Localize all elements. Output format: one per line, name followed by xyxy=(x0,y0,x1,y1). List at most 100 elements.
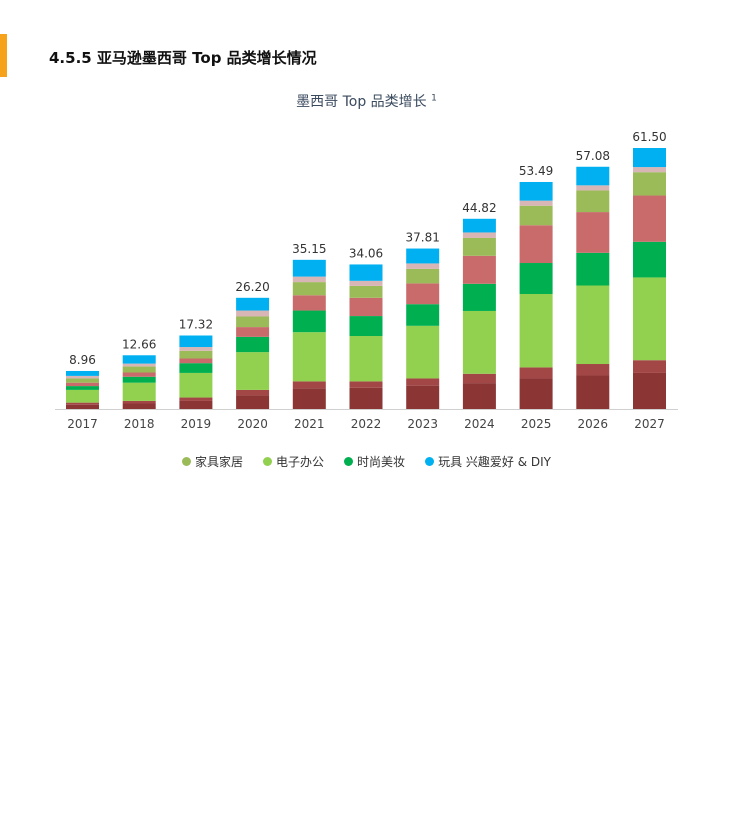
chart-title-text: 墨西哥 Top 品类增长 xyxy=(296,94,427,110)
x-tick-label-2018: 2018 xyxy=(124,417,155,431)
bar-segment-2020-4 xyxy=(236,327,270,337)
bar-segment-2026-5 xyxy=(576,190,610,213)
total-label-2027: 61.50 xyxy=(632,130,666,144)
bar-segment-2019-0 xyxy=(179,400,213,409)
bar-segment-2019-6 xyxy=(179,347,213,351)
bar-segment-2019-7 xyxy=(179,335,213,348)
legend-label: 玩具 兴趣爱好 & DIY xyxy=(438,455,551,469)
bar-segment-2021-3 xyxy=(292,310,326,333)
bar-segment-2017-5 xyxy=(66,378,99,383)
bar-segment-2019-3 xyxy=(179,363,213,373)
bar-segment-2017-1 xyxy=(66,402,99,405)
bar-segment-2022-2 xyxy=(349,336,383,382)
bar-segment-2019-5 xyxy=(179,350,213,359)
x-tick-label-2020: 2020 xyxy=(237,417,268,431)
legend-label: 时尚美妆 xyxy=(357,455,406,469)
bar-segment-2024-6 xyxy=(462,232,496,238)
x-tick-label-2017: 2017 xyxy=(67,417,98,431)
bar-segment-2017-2 xyxy=(66,389,99,403)
bar-segment-2024-1 xyxy=(462,373,496,384)
bar-segment-2026-3 xyxy=(576,252,610,286)
section-heading: 4.5.5 亚马逊墨西哥 Top 品类增长情况 xyxy=(49,49,317,67)
x-tick-label-2023: 2023 xyxy=(407,417,438,431)
bar-segment-2018-7 xyxy=(122,355,156,364)
bar-segment-2021-4 xyxy=(292,295,326,311)
bar-segment-2026-1 xyxy=(576,364,610,376)
bar-segment-2024-2 xyxy=(462,310,496,374)
total-label-2025: 53.49 xyxy=(519,164,553,178)
total-label-2023: 37.81 xyxy=(406,231,440,245)
bar-segment-2021-2 xyxy=(292,332,326,382)
bar-segment-2019-2 xyxy=(179,372,213,398)
bar-segment-2023-5 xyxy=(406,268,440,284)
bar-segment-2027-7 xyxy=(633,148,666,168)
bar-segment-2025-7 xyxy=(519,181,553,201)
legend-item-0: 家具家居 xyxy=(182,453,243,470)
total-label-2019: 17.32 xyxy=(179,317,213,331)
bar-segment-2023-0 xyxy=(406,385,440,409)
bar-segment-2018-6 xyxy=(122,363,156,367)
x-tick-label-2026: 2026 xyxy=(578,417,609,431)
legend-label: 家具家居 xyxy=(195,455,244,469)
bar-segment-2023-1 xyxy=(406,378,440,386)
bar-segment-2027-5 xyxy=(633,172,666,196)
bar-segment-2025-1 xyxy=(519,367,553,379)
bar-segment-2027-1 xyxy=(633,360,666,373)
x-tick-label-2025: 2025 xyxy=(521,417,552,431)
bar-segment-2018-0 xyxy=(122,403,156,409)
bar-segment-2024-0 xyxy=(462,383,496,409)
chart-legend: 家具家居 电子办公 时尚美妆 玩具 兴趣爱好 & DIY xyxy=(0,453,733,470)
section-accent-bar xyxy=(0,34,7,77)
legend-item-2: 时尚美妆 xyxy=(344,453,405,470)
bar-segment-2024-5 xyxy=(462,237,496,256)
total-label-2020: 26.20 xyxy=(235,280,269,294)
bar-segment-2026-0 xyxy=(576,375,610,409)
bar-segment-2024-3 xyxy=(462,283,496,311)
x-tick-label-2022: 2022 xyxy=(351,417,382,431)
bar-segment-2027-4 xyxy=(633,195,666,242)
bar-segment-2017-0 xyxy=(66,404,99,409)
bar-segment-2017-6 xyxy=(66,375,99,379)
bar-segment-2025-4 xyxy=(519,225,553,264)
chart-title-footnote: 1 xyxy=(431,93,437,104)
bar-segment-2017-3 xyxy=(66,386,99,390)
total-label-2017: 8.96 xyxy=(69,353,96,367)
bar-segment-2020-1 xyxy=(236,389,270,396)
total-label-2022: 34.06 xyxy=(349,246,383,260)
bar-segment-2021-5 xyxy=(292,282,326,296)
bar-segment-2023-3 xyxy=(406,304,440,326)
bar-segment-2020-5 xyxy=(236,316,270,328)
bar-segment-2022-3 xyxy=(349,316,383,337)
bar-segment-2024-7 xyxy=(462,218,496,233)
bar-segment-2018-3 xyxy=(122,376,156,383)
x-tick-label-2019: 2019 xyxy=(181,417,212,431)
bar-segment-2027-3 xyxy=(633,241,666,278)
bar-segment-2027-6 xyxy=(633,167,666,173)
bar-segment-2018-1 xyxy=(122,400,156,404)
bar-segment-2018-5 xyxy=(122,366,156,373)
bar-segment-2021-1 xyxy=(292,381,326,389)
bar-segment-2019-1 xyxy=(179,397,213,401)
bar-segment-2026-4 xyxy=(576,212,610,253)
x-tick-label-2024: 2024 xyxy=(464,417,495,431)
bar-segment-2019-4 xyxy=(179,358,213,364)
legend-swatch xyxy=(182,457,192,466)
bar-segment-2026-6 xyxy=(576,185,610,191)
legend-swatch xyxy=(263,457,273,466)
bar-segment-2027-2 xyxy=(633,277,666,361)
bar-segment-2022-5 xyxy=(349,285,383,298)
legend-item-3: 玩具 兴趣爱好 & DIY xyxy=(425,453,551,470)
bar-segment-2018-4 xyxy=(122,372,156,377)
bar-segment-2017-7 xyxy=(66,370,99,376)
bar-segment-2020-7 xyxy=(236,297,270,311)
chart-title: 墨西哥 Top 品类增长 1 xyxy=(0,91,733,111)
bar-segment-2023-6 xyxy=(406,263,440,269)
x-tick-label-2021: 2021 xyxy=(294,417,325,431)
bar-segment-2025-3 xyxy=(519,263,553,294)
bar-segment-2021-7 xyxy=(292,259,326,277)
bar-segment-2027-0 xyxy=(633,372,666,409)
total-label-2021: 35.15 xyxy=(292,242,326,256)
bar-segment-2023-7 xyxy=(406,248,440,264)
bar-segment-2022-7 xyxy=(349,264,383,281)
